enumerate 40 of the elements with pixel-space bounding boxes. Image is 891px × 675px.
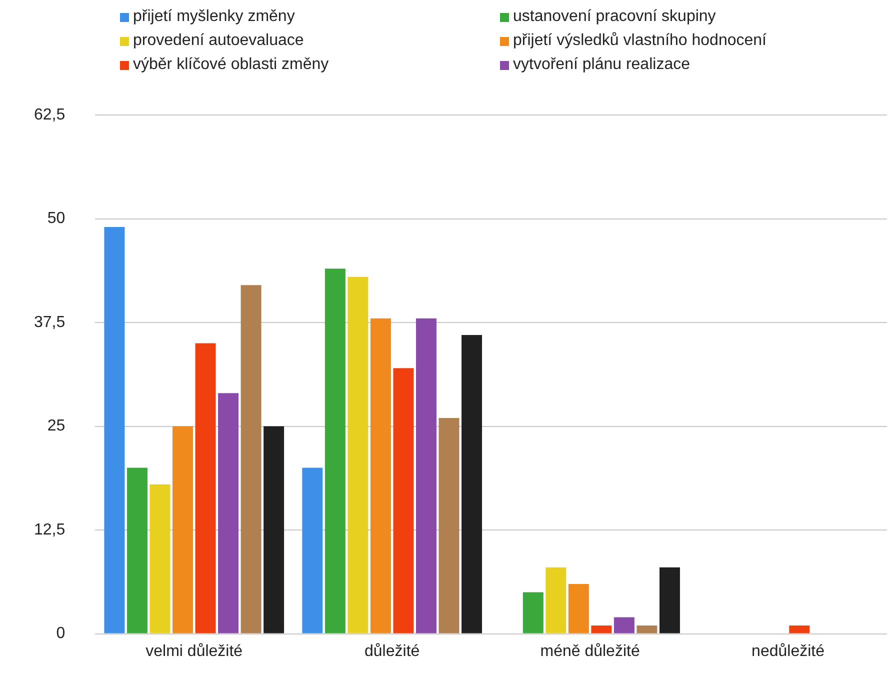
legend-label: provedení autoevaluace [133, 32, 304, 50]
legend-label: přijetí myšlenky změny [133, 8, 295, 26]
x-tick-label: nedůležité [752, 642, 825, 660]
bar [416, 318, 436, 634]
bar [614, 617, 634, 634]
x-tick-label: velmi důležité [146, 642, 243, 660]
bar [546, 567, 566, 634]
bar [370, 318, 391, 634]
bar [240, 285, 262, 634]
bar [172, 426, 193, 634]
bar [591, 626, 612, 634]
bar [218, 393, 239, 634]
bar [195, 343, 216, 634]
bar [522, 592, 544, 634]
bar [126, 468, 148, 634]
bar [568, 584, 589, 634]
x-tick-label: důležité [364, 642, 420, 660]
bar [324, 268, 346, 634]
x-tick-label: méně důležité [540, 642, 640, 660]
bar [636, 626, 658, 634]
legend-label: výběr klíčové oblasti změny [133, 56, 329, 74]
y-tick-label: 25 [47, 418, 66, 435]
bar [150, 484, 170, 634]
bar [302, 468, 323, 634]
bar [348, 276, 368, 634]
y-tick-label: 50 [47, 210, 66, 228]
bar [104, 227, 125, 634]
legend-label: přijetí výsledků vlastního hodnocení [513, 32, 766, 50]
y-tick-label: 0 [56, 625, 66, 642]
y-tick-label: 37,5 [34, 314, 66, 331]
y-tick-label: 12,5 [34, 521, 66, 538]
legend-label: ustanovení pracovní skupiny [513, 8, 716, 26]
bar [264, 426, 284, 634]
bar [393, 368, 414, 634]
bar [438, 418, 460, 634]
bar [462, 334, 482, 634]
legend-label: vytvoření plánu realizace [513, 56, 690, 74]
bar [659, 567, 680, 634]
y-tick-label: 62,5 [34, 106, 66, 124]
bar [789, 626, 810, 634]
